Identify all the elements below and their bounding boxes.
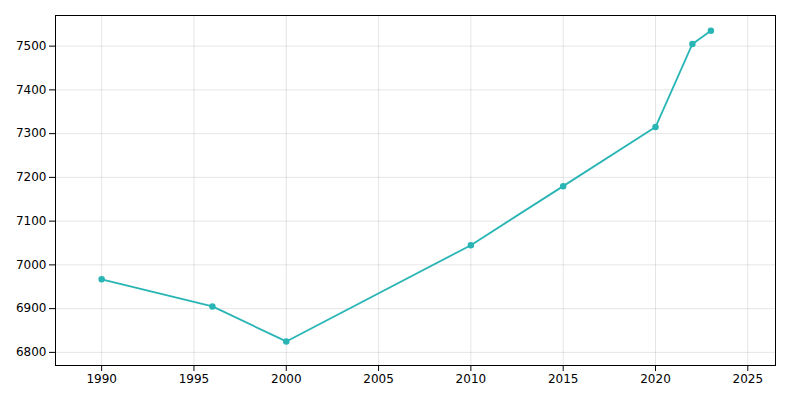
svg-text:2020: 2020	[640, 372, 671, 386]
svg-text:1995: 1995	[179, 372, 210, 386]
svg-text:2025: 2025	[733, 372, 764, 386]
svg-text:2010: 2010	[456, 372, 487, 386]
svg-text:6900: 6900	[16, 301, 47, 315]
svg-text:7000: 7000	[16, 258, 47, 272]
svg-text:7500: 7500	[16, 39, 47, 53]
svg-text:7100: 7100	[16, 214, 47, 228]
svg-text:1990: 1990	[86, 372, 117, 386]
svg-text:6800: 6800	[16, 345, 47, 359]
svg-text:7200: 7200	[16, 170, 47, 184]
svg-text:2015: 2015	[548, 372, 579, 386]
svg-text:7300: 7300	[16, 126, 47, 140]
svg-text:7400: 7400	[16, 83, 47, 97]
svg-text:2000: 2000	[271, 372, 302, 386]
svg-text:2005: 2005	[363, 372, 394, 386]
